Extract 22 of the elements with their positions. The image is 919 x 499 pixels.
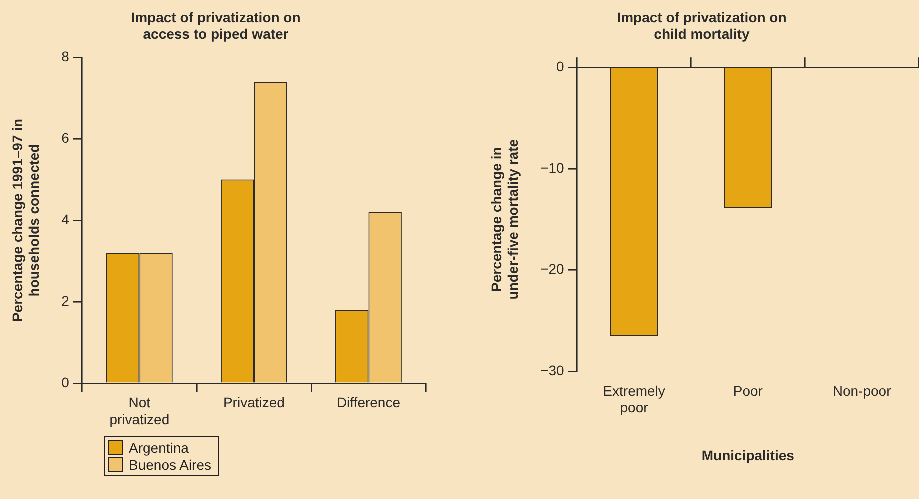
y-axis-title: Percentage change in under-five mortality rate bbox=[488, 139, 522, 300]
x-axis-title: Municipalities bbox=[702, 447, 795, 464]
x-tick-label: Poor bbox=[733, 382, 764, 399]
legend-label: Argentina bbox=[129, 440, 189, 456]
y-tick-label: −20 bbox=[540, 261, 565, 278]
y-tick-label: −30 bbox=[540, 362, 565, 378]
x-tick-label: Not privatized bbox=[110, 394, 170, 428]
x-tick-label: Difference bbox=[336, 394, 401, 411]
y-tick-label: 0 bbox=[62, 374, 70, 390]
y-tick-label: 8 bbox=[62, 48, 70, 64]
y-axis-title: Percentage change 1991–97 in households connected bbox=[9, 118, 42, 322]
x-tick-label: Non-poor bbox=[832, 382, 892, 399]
y-tick-label: 0 bbox=[556, 58, 565, 74]
y-tick-label: 4 bbox=[62, 211, 70, 228]
y-tick-label: −10 bbox=[540, 160, 565, 176]
x-tick-label: Extremely poor bbox=[603, 382, 666, 416]
x-tick-label: Privatized bbox=[223, 394, 285, 411]
legend-label: Buenos Aires bbox=[129, 456, 212, 472]
y-tick-label: 6 bbox=[62, 130, 70, 146]
chart-title: Impact of privatization on access to piped water bbox=[131, 9, 301, 42]
chart-title: Impact of privatization on child mortality bbox=[617, 9, 787, 42]
y-tick-label: 2 bbox=[62, 292, 70, 309]
